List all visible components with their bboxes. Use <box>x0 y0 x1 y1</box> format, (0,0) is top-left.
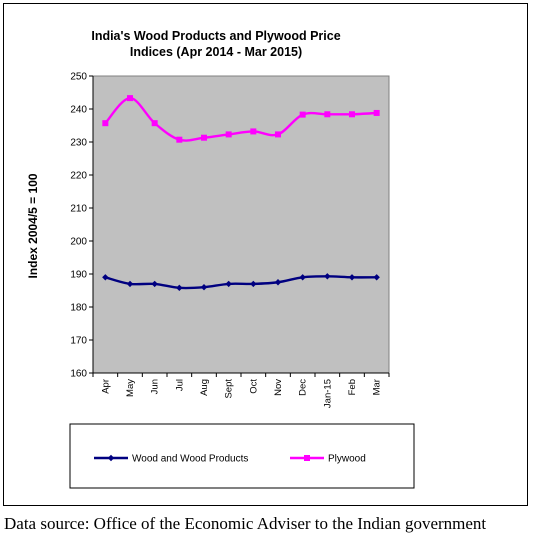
data-point-plywood <box>127 95 133 102</box>
data-point-wood-and-wood-products <box>348 274 356 281</box>
chart-title-line-1: India's Wood Products and Plywood Price <box>91 29 340 43</box>
chart-frame: India's Wood Products and Plywood Price … <box>3 3 528 506</box>
data-point-plywood <box>324 111 331 118</box>
data-point-wood-and-wood-products <box>274 279 282 286</box>
data-point-plywood <box>349 111 355 118</box>
legend-box <box>69 423 415 489</box>
y-tick-label: 160 <box>70 369 87 380</box>
data-point-wood-and-wood-products <box>225 280 232 288</box>
x-tick-label: Sept <box>224 379 235 399</box>
x-tick-label: Jun <box>150 379 161 394</box>
x-tick-label: Apr <box>100 379 111 394</box>
data-point-plywood <box>275 131 281 138</box>
y-tick-label: 190 <box>70 270 87 281</box>
data-point-wood-and-wood-products <box>324 273 331 280</box>
legend-label-wood-and-wood-products: Wood and Wood Products <box>132 454 248 465</box>
x-tick-label: May <box>125 379 136 397</box>
plot-background <box>92 75 390 374</box>
data-point-plywood <box>250 128 257 135</box>
data-point-wood-and-wood-products <box>176 284 183 292</box>
data-point-plywood <box>176 136 183 143</box>
y-tick-label: 240 <box>70 105 87 116</box>
x-tick-label: Aug <box>199 379 210 396</box>
data-point-wood-and-wood-products <box>299 274 306 281</box>
x-tick-label: Jan-15 <box>322 379 333 408</box>
data-source-note: Data source: Office of the Economic Advi… <box>4 514 487 533</box>
y-tick-label: 250 <box>70 72 87 83</box>
legend: Wood and Wood Products Plywood <box>69 423 415 489</box>
data-point-wood-and-wood-products <box>200 284 208 291</box>
y-tick-label: 230 <box>70 138 87 149</box>
x-tick-label: Oct <box>248 379 259 394</box>
y-tick-label: 170 <box>70 336 87 347</box>
data-point-wood-and-wood-products <box>151 280 158 288</box>
x-tick-label: Feb <box>347 379 358 395</box>
data-point-plywood <box>201 134 207 141</box>
data-point-plywood <box>151 120 158 127</box>
data-point-wood-and-wood-products <box>102 274 109 281</box>
legend-swatch-marker-plywood <box>304 455 310 461</box>
data-point-plywood <box>373 109 380 116</box>
y-tick-label: 210 <box>70 204 87 215</box>
legend-swatch-marker-wood-and-wood-products <box>107 454 115 462</box>
x-tick-label: Mar <box>372 379 383 395</box>
y-axis-label: Index 2004/5 = 100 <box>26 173 40 278</box>
x-tick-label: Nov <box>273 379 284 396</box>
x-tick-label: Jul <box>174 379 185 391</box>
plot-area: 160 170 180 190 200 210 220 230 240 250 Apr May Jun J… <box>70 72 390 408</box>
data-point-plywood <box>102 120 109 127</box>
y-tick-label: 220 <box>70 171 87 182</box>
chart-title-line-2: Indices (Apr 2014 - Mar 2015) <box>130 45 302 59</box>
data-point-plywood <box>225 131 232 138</box>
legend-label-plywood: Plywood <box>328 454 366 465</box>
x-tick-label: Dec <box>298 379 309 396</box>
line-chart: India's Wood Products and Plywood Price … <box>26 29 415 489</box>
data-point-wood-and-wood-products <box>250 280 257 288</box>
y-tick-label: 180 <box>70 303 87 314</box>
data-point-wood-and-wood-products <box>373 274 380 281</box>
y-tick-label: 200 <box>70 237 87 248</box>
data-point-plywood <box>299 111 306 118</box>
